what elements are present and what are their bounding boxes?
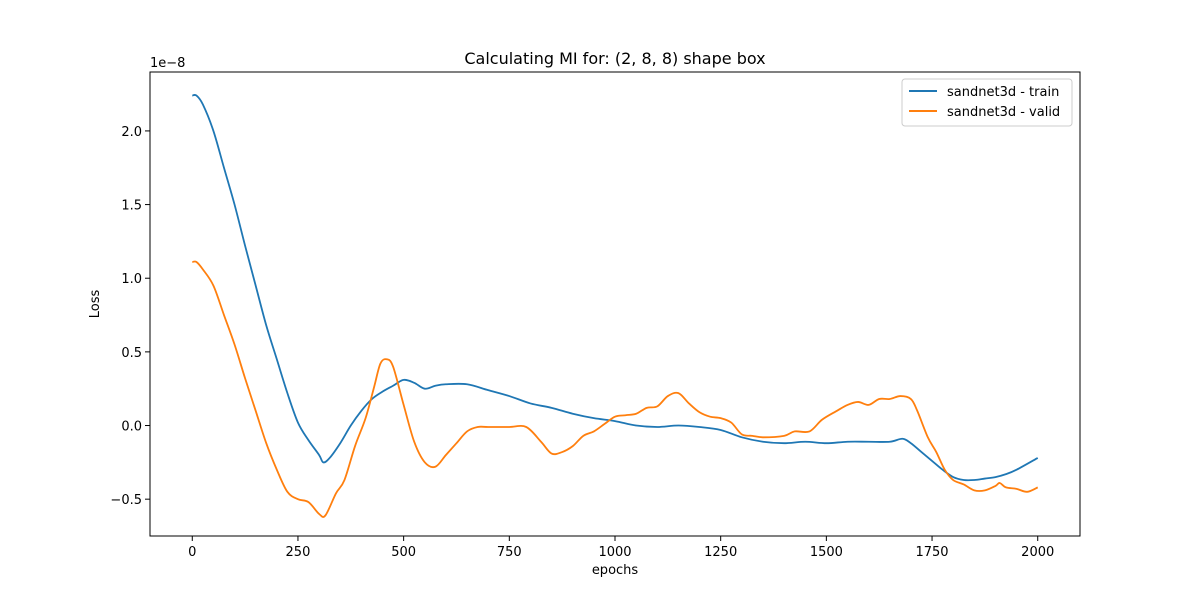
chart-title: Calculating MI for: (2, 8, 8) shape box xyxy=(464,49,765,68)
x-tick-label: 500 xyxy=(391,545,416,560)
series-line-valid xyxy=(192,260,1039,518)
legend-label-train: sandnet3d - train xyxy=(947,85,1059,100)
y-tick-label: 0.0 xyxy=(121,420,142,435)
y-tick-label: 2.0 xyxy=(121,125,142,140)
plot-frame xyxy=(149,71,1081,537)
x-tick-label: 0 xyxy=(188,545,196,560)
y-axis-ticks: −0.5 0.0 0.5 1.0 1.5 2.0 xyxy=(110,125,150,508)
x-tick-label: 1500 xyxy=(810,545,843,560)
x-tick-label: 750 xyxy=(497,545,522,560)
y-tick-label: 1.5 xyxy=(121,199,142,214)
y-axis-label: Loss xyxy=(88,290,103,319)
series-line-train xyxy=(192,94,1039,482)
legend: sandnet3d - train sandnet3d - valid xyxy=(901,78,1073,127)
x-tick-label: 2000 xyxy=(1021,545,1054,560)
series-lines xyxy=(192,94,1039,518)
y-scale-offset-label: 1e−8 xyxy=(150,56,185,71)
x-axis-ticks: 0 250 500 750 1000 1250 1500 1750 2000 xyxy=(188,536,1054,560)
legend-box xyxy=(901,78,1073,127)
x-tick-label: 250 xyxy=(286,545,311,560)
y-tick-label: −0.5 xyxy=(110,493,142,508)
y-tick-label: 1.0 xyxy=(121,272,142,287)
legend-label-valid: sandnet3d - valid xyxy=(947,105,1060,120)
x-tick-label: 1750 xyxy=(915,545,948,560)
x-tick-label: 1000 xyxy=(598,545,631,560)
x-tick-label: 1250 xyxy=(704,545,737,560)
x-axis-label: epochs xyxy=(592,563,639,578)
y-tick-label: 0.5 xyxy=(121,346,142,361)
